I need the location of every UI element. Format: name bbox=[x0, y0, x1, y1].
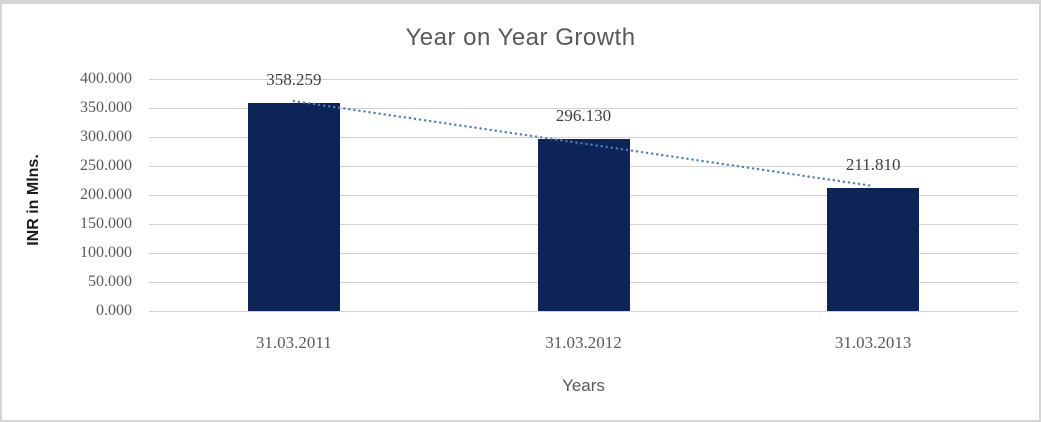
y-tick-label: 50.000 bbox=[88, 273, 132, 290]
y-tick-label: 200.000 bbox=[80, 186, 132, 203]
gridline bbox=[149, 108, 1018, 109]
y-tick-label: 0.000 bbox=[96, 302, 132, 319]
x-category-label: 31.03.2013 bbox=[834, 333, 912, 352]
gridline bbox=[149, 137, 1018, 138]
y-tick-label: 150.000 bbox=[80, 215, 132, 232]
y-tick-label: 400.000 bbox=[80, 70, 132, 87]
plot-area bbox=[149, 79, 1018, 312]
gridline bbox=[149, 311, 1018, 312]
trendline bbox=[292, 99, 875, 188]
bar-31.03.2011 bbox=[247, 103, 340, 311]
y-tick-label: 100.000 bbox=[80, 244, 132, 261]
data-label: 211.810 bbox=[845, 155, 901, 175]
bar-31.03.2013 bbox=[827, 188, 920, 311]
bar-31.03.2012 bbox=[537, 139, 630, 311]
data-label: 358.259 bbox=[266, 70, 322, 90]
y-tick-label: 250.000 bbox=[80, 157, 132, 174]
x-axis-title: Years bbox=[562, 376, 605, 395]
x-category-label: 31.03.2012 bbox=[545, 333, 622, 352]
gridline bbox=[149, 79, 1018, 80]
x-category-label: 31.03.2011 bbox=[255, 333, 332, 352]
y-tick-label: 350.000 bbox=[80, 99, 132, 116]
chart-title: Year on Year Growth bbox=[405, 24, 636, 51]
data-label: 296.130 bbox=[555, 106, 612, 126]
y-axis-title: INR in Mlns. bbox=[25, 154, 42, 246]
y-tick-label: 300.000 bbox=[80, 128, 132, 145]
